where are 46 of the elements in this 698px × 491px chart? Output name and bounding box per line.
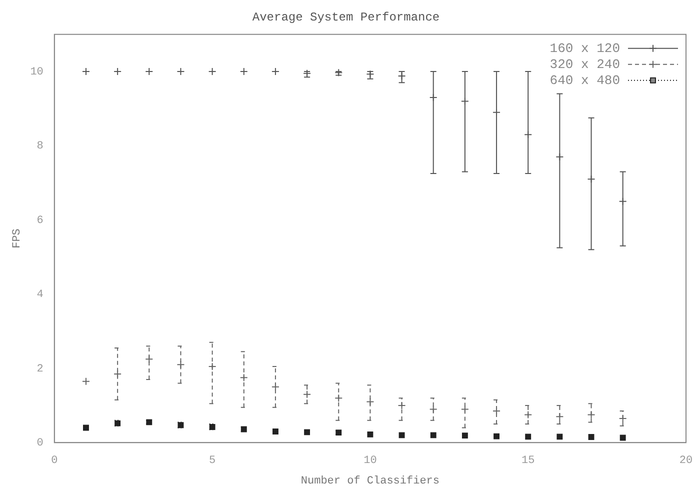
point (176, 68, 185, 76)
point (367, 431, 374, 438)
point (240, 68, 248, 76)
point (334, 394, 343, 402)
y-tick-label: 4 (36, 289, 44, 302)
legend-label: 640 x 480 (550, 72, 620, 88)
point (240, 374, 248, 382)
y-axis-title: FPS (12, 228, 24, 248)
point (114, 370, 122, 378)
x-tick-label: 20 (679, 455, 693, 468)
point (208, 68, 216, 76)
point (303, 390, 312, 398)
point (145, 68, 154, 76)
point (208, 362, 216, 371)
point (271, 68, 280, 76)
point (588, 434, 594, 440)
y-tick-label: 2 (36, 363, 44, 376)
x-tick-label: 0 (51, 455, 58, 468)
point (334, 68, 343, 77)
point (462, 432, 468, 439)
point (83, 424, 89, 431)
point (114, 68, 122, 76)
point (398, 432, 405, 438)
point (494, 433, 500, 440)
x-axis-title: Number of Classifiers (300, 475, 440, 488)
point (620, 434, 626, 441)
y-tick-label: 10 (30, 66, 44, 78)
point (272, 428, 278, 434)
x-tick-label: 5 (208, 455, 216, 468)
point (82, 68, 90, 76)
point (304, 429, 310, 436)
chart-title: Average System Performance (252, 10, 440, 24)
y-tick-label: 8 (36, 140, 44, 153)
y-tick-label: 0 (36, 438, 44, 450)
legend-label: 160 x 120 (550, 40, 620, 56)
point (525, 434, 532, 440)
point (398, 401, 406, 410)
legend-label: 320 x 240 (550, 56, 620, 72)
x-tick-label: 15 (522, 455, 535, 468)
point (556, 434, 563, 440)
point (492, 407, 501, 416)
x-tick-label: 10 (364, 455, 377, 468)
point (524, 410, 532, 419)
point (430, 432, 436, 438)
point (82, 377, 90, 386)
y-tick-label: 6 (36, 214, 44, 227)
